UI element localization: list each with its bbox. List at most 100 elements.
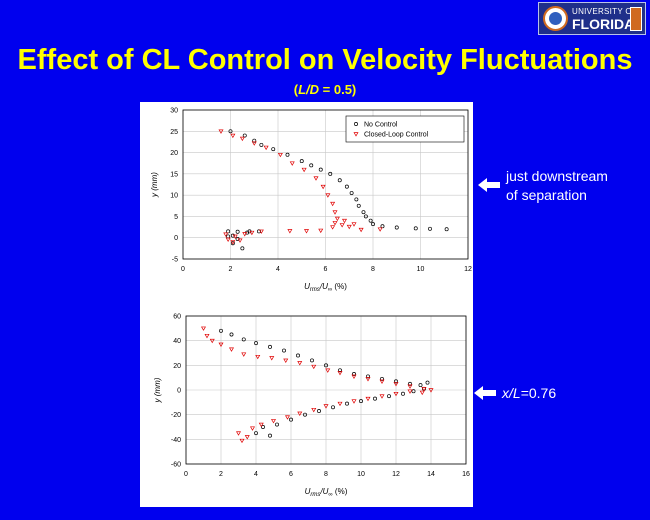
- data-point-closed-loop: [258, 422, 264, 428]
- annotation-top: just downstream of separation: [506, 168, 608, 203]
- data-point-closed-loop: [269, 356, 275, 361]
- data-point-closed-loop: [320, 184, 326, 190]
- data-point-no-control: [271, 147, 276, 152]
- data-point-no-control: [401, 391, 405, 396]
- data-point-closed-loop: [393, 391, 399, 397]
- data-point-no-control: [324, 363, 328, 368]
- data-point-no-control: [254, 341, 258, 346]
- data-point-no-control: [309, 163, 314, 168]
- data-point-closed-loop: [283, 358, 289, 364]
- data-point-no-control: [345, 401, 349, 406]
- data-point-closed-loop: [365, 377, 371, 382]
- y-tick-label: -40: [171, 437, 181, 444]
- data-point-closed-loop: [237, 238, 243, 243]
- data-point-closed-loop: [311, 407, 317, 413]
- data-point-no-control: [230, 241, 235, 246]
- data-point-no-control: [387, 394, 391, 399]
- data-point-no-control: [242, 133, 247, 138]
- data-point-no-control: [235, 229, 240, 234]
- data-point-no-control: [349, 191, 354, 195]
- data-point-no-control: [285, 152, 290, 157]
- data-point-closed-loop: [330, 225, 336, 230]
- data-point-no-control: [344, 184, 349, 189]
- data-point-no-control: [380, 224, 385, 229]
- data-point-closed-loop: [351, 399, 357, 404]
- data-point-closed-loop: [301, 167, 307, 173]
- data-point-closed-loop: [225, 237, 231, 243]
- data-point-closed-loop: [358, 227, 364, 233]
- data-point-closed-loop: [218, 342, 224, 347]
- data-point-no-control: [394, 225, 399, 230]
- data-point-closed-loop: [330, 201, 336, 207]
- x-axis-label: Urms/U∞ (%): [305, 487, 348, 498]
- x-tick-label: 12: [392, 471, 400, 478]
- y-tick-label: 5: [174, 214, 178, 221]
- data-point-no-control: [254, 431, 258, 436]
- data-point-closed-loop: [332, 221, 338, 226]
- data-point-closed-loop: [204, 333, 210, 339]
- plot-2: 0 2 4 6 8 10 12 14 16 -60 -40 -20 0 20 40 60 y (mm) Urms/…: [153, 314, 470, 499]
- plot-frame: [182, 109, 469, 260]
- data-point-closed-loop: [337, 370, 343, 376]
- data-point-no-control: [259, 142, 264, 147]
- y-axis-label: y (mm): [153, 377, 162, 403]
- x-tick-label: 16: [462, 471, 470, 478]
- data-point-closed-loop: [379, 394, 385, 399]
- data-point-no-control: [366, 374, 370, 379]
- data-point-closed-loop: [258, 229, 264, 234]
- data-point-closed-loop: [239, 136, 245, 142]
- data-point-no-control: [373, 396, 377, 401]
- data-point-no-control: [226, 229, 231, 234]
- data-point-no-control: [413, 226, 418, 231]
- data-point-closed-loop: [325, 368, 331, 373]
- data-point-no-control: [230, 233, 235, 238]
- figure-panel: 0 2 4 6 8 10 12 -5 0 5 10 15 20 25 30 y (mm) Urms/U∞ (%)…: [140, 102, 473, 507]
- subtitle-variable: L/D: [298, 82, 320, 97]
- data-point-no-control: [331, 405, 335, 410]
- data-point-closed-loop: [311, 364, 317, 370]
- data-point-no-control: [356, 203, 361, 208]
- data-point-closed-loop: [419, 390, 425, 396]
- data-point-closed-loop: [379, 379, 385, 384]
- data-point-no-control: [310, 358, 314, 363]
- legend-entry: No Control: [364, 122, 398, 129]
- data-point-closed-loop: [228, 347, 235, 352]
- data-point-closed-loop: [337, 401, 343, 407]
- data-point-no-control: [317, 409, 321, 413]
- x-tick-label: 6: [324, 266, 328, 273]
- y-tick-label: 60: [173, 314, 181, 321]
- data-point-closed-loop: [284, 415, 291, 420]
- data-point-no-control: [268, 433, 272, 438]
- x-tick-label: 0: [184, 471, 188, 478]
- x-tick-label: 10: [417, 266, 425, 273]
- data-point-closed-loop: [421, 387, 427, 392]
- data-point-closed-loop: [341, 218, 348, 224]
- data-point-no-control: [428, 226, 432, 231]
- y-tick-label: 0: [174, 235, 178, 242]
- data-point-closed-loop: [287, 229, 293, 234]
- data-point-closed-loop: [325, 193, 331, 198]
- data-point-no-control: [289, 417, 293, 422]
- data-point-closed-loop: [209, 338, 215, 344]
- data-point-closed-loop: [303, 229, 310, 234]
- data-point-no-control: [261, 425, 265, 429]
- data-point-closed-loop: [289, 161, 295, 166]
- data-point-no-control: [354, 197, 359, 202]
- data-point-closed-loop: [407, 384, 413, 389]
- y-tick-label: 0: [177, 388, 181, 395]
- data-point-closed-loop: [346, 224, 352, 230]
- data-point-closed-loop: [339, 223, 345, 228]
- data-point-closed-loop: [263, 145, 269, 151]
- data-point-no-control: [425, 380, 430, 385]
- legend-entry: Closed-Loop Control: [364, 132, 429, 139]
- data-point-no-control: [371, 222, 375, 227]
- data-point-no-control: [359, 399, 363, 404]
- plot-frame: [185, 315, 467, 465]
- x-tick-label: 14: [427, 471, 435, 478]
- data-point-closed-loop: [241, 352, 247, 357]
- data-point-closed-loop: [200, 326, 207, 331]
- x-tick-label: 2: [219, 471, 223, 478]
- data-point-no-control: [228, 129, 233, 134]
- slide-subtitle: (L/D = 0.5): [293, 82, 357, 97]
